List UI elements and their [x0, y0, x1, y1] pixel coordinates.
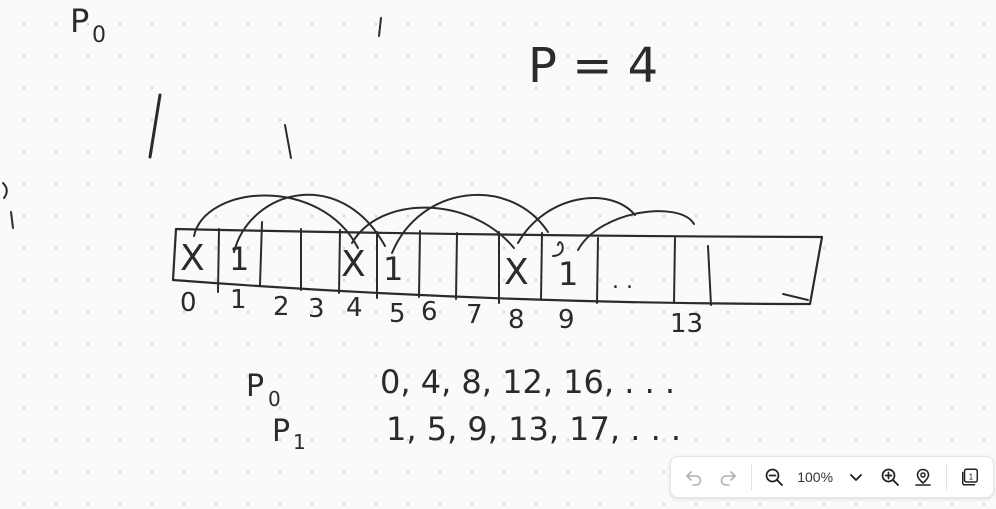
cell-mark: 1: [558, 255, 578, 293]
cell-mark: X: [180, 238, 205, 279]
index-label: 7: [466, 300, 483, 330]
stray-stroke: [378, 17, 382, 37]
top-label: P: [70, 2, 89, 40]
p0-values: 0, 4, 8, 12, 16, . . .: [380, 363, 675, 401]
toolbar-divider: [946, 464, 948, 490]
locate-button[interactable]: [907, 460, 941, 494]
p1-label-sub: 1: [293, 430, 306, 454]
zoom-out-button[interactable]: [758, 460, 792, 494]
cell-mark: 1: [383, 250, 403, 288]
stray-stroke: [284, 124, 292, 159]
index-label: 1: [230, 285, 247, 315]
cell-mark: . .: [612, 269, 633, 294]
stray-stroke: [782, 293, 809, 301]
index-label: 3: [308, 294, 325, 324]
pages-icon: 1: [962, 468, 979, 486]
top-label-sub: 0: [92, 23, 106, 48]
index-label: 5: [389, 299, 406, 329]
zoom-in-icon: [881, 468, 899, 486]
index-label: 6: [421, 297, 438, 327]
index-label: 0: [180, 288, 197, 318]
cell-mark: X: [504, 252, 529, 293]
locate-icon: [915, 468, 932, 486]
canvas-toolbar: 100% 1: [670, 456, 994, 498]
p1-values: 1, 5, 9, 13, 17, . . .: [386, 410, 681, 448]
index-label: 13: [670, 309, 703, 339]
cell-mark: 1: [229, 240, 249, 278]
page-badge: 1: [969, 472, 974, 481]
zoom-dropdown-button[interactable]: [839, 460, 873, 494]
chevron-down-icon: [849, 474, 862, 481]
p0-label-sub: 0: [268, 387, 281, 411]
zoom-in-button[interactable]: [873, 460, 907, 494]
index-label: 4: [346, 293, 363, 323]
index-label: 2: [273, 292, 290, 322]
stray-stroke: [148, 93, 162, 159]
zoom-out-icon: [766, 468, 784, 486]
stray-stroke: [2, 182, 8, 199]
array-strip: [171, 227, 824, 306]
p0-label: P: [246, 369, 264, 404]
index-label: 8: [508, 305, 525, 335]
undo-button[interactable]: [677, 460, 711, 494]
p-equation: P = 4: [528, 38, 658, 94]
index-labels: 0 1 2 3 4 5 6 7 8 9 13: [180, 285, 703, 339]
index-label: 9: [558, 305, 575, 335]
pages-button[interactable]: 1: [953, 460, 987, 494]
toolbar-divider: [750, 464, 752, 490]
p1-label: P: [272, 414, 290, 449]
zoom-level: 100%: [797, 469, 834, 485]
stray-stroke: [10, 211, 14, 229]
undo-icon: [686, 471, 702, 486]
jump-arcs: [193, 193, 695, 257]
redo-button[interactable]: [711, 460, 745, 494]
redo-icon: [720, 471, 736, 486]
cell-dividers: [217, 221, 712, 306]
cell-mark: X: [341, 244, 366, 285]
